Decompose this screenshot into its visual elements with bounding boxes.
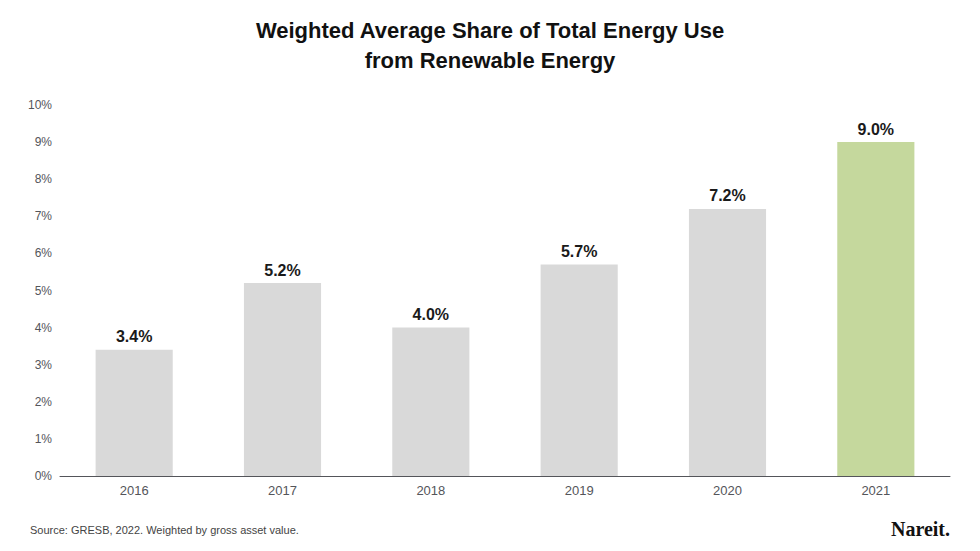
svg-text:9%: 9% bbox=[35, 135, 53, 149]
svg-text:Nareit.: Nareit. bbox=[891, 518, 950, 540]
svg-text:8%: 8% bbox=[35, 172, 53, 186]
svg-text:3.4%: 3.4% bbox=[116, 328, 152, 345]
svg-text:3%: 3% bbox=[35, 358, 53, 372]
svg-text:2017: 2017 bbox=[268, 483, 297, 498]
svg-text:1%: 1% bbox=[35, 432, 53, 446]
svg-text:9.0%: 9.0% bbox=[858, 121, 894, 138]
svg-text:2%: 2% bbox=[35, 395, 53, 409]
svg-text:10%: 10% bbox=[28, 98, 52, 112]
svg-text:2016: 2016 bbox=[120, 483, 149, 498]
svg-text:7.2%: 7.2% bbox=[709, 187, 745, 204]
svg-text:5%: 5% bbox=[35, 284, 53, 298]
svg-text:2018: 2018 bbox=[416, 483, 445, 498]
svg-text:5.2%: 5.2% bbox=[264, 262, 300, 279]
svg-text:Weighted Average Share of Tota: Weighted Average Share of Total Energy U… bbox=[256, 18, 724, 43]
svg-text:5.7%: 5.7% bbox=[561, 243, 597, 260]
svg-text:2021: 2021 bbox=[861, 483, 890, 498]
svg-text:0%: 0% bbox=[35, 469, 53, 483]
svg-text:2019: 2019 bbox=[565, 483, 594, 498]
svg-text:4%: 4% bbox=[35, 321, 53, 335]
svg-text:6%: 6% bbox=[35, 246, 53, 260]
svg-text:7%: 7% bbox=[35, 209, 53, 223]
svg-text:from Renewable Energy: from Renewable Energy bbox=[365, 48, 616, 73]
svg-text:2020: 2020 bbox=[713, 483, 742, 498]
svg-text:4.0%: 4.0% bbox=[413, 306, 449, 323]
svg-text:Source: GRESB, 2022. Weighted: Source: GRESB, 2022. Weighted by gross a… bbox=[30, 524, 299, 536]
